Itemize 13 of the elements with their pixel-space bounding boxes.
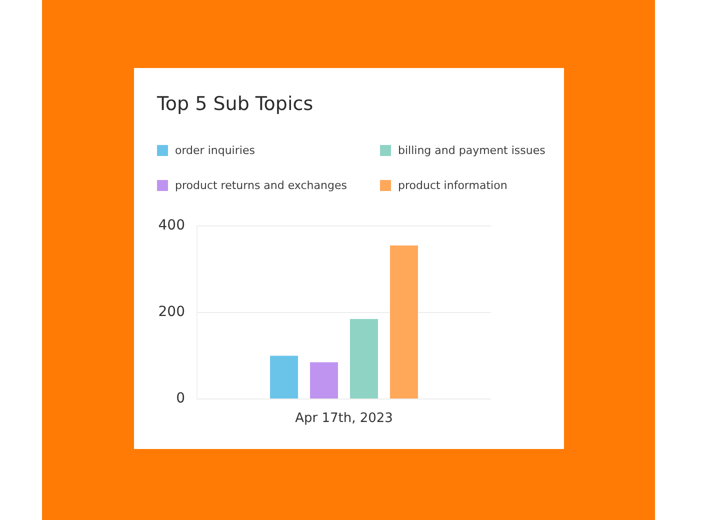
legend-label: billing and payment issues <box>398 144 546 156</box>
bar <box>270 356 298 398</box>
bar <box>390 245 418 398</box>
chart-title: Top 5 Sub Topics <box>157 93 314 115</box>
bar <box>350 318 378 398</box>
bar <box>310 362 338 398</box>
legend-label: product information <box>398 178 508 192</box>
y-tick-label: 0 <box>176 390 185 407</box>
legend-label: product returns and exchanges <box>175 178 347 192</box>
y-tick-label: 400 <box>158 218 185 234</box>
legend-label: order inquiries <box>175 144 255 156</box>
x-tick-label: Apr 17th, 2023 <box>295 411 393 426</box>
y-tick-label: 200 <box>158 304 185 320</box>
